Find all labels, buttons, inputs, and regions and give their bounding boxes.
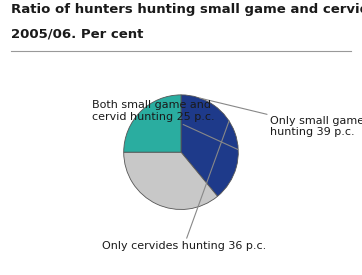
Wedge shape bbox=[124, 152, 218, 210]
Text: Both small game and
cervid hunting 25 p.c.: Both small game and cervid hunting 25 p.… bbox=[92, 100, 238, 150]
Text: 2005/06. Per cent: 2005/06. Per cent bbox=[11, 28, 143, 40]
Text: Only cervides hunting 36 p.c.: Only cervides hunting 36 p.c. bbox=[102, 121, 266, 251]
Text: Only small game
hunting 39 p.c.: Only small game hunting 39 p.c. bbox=[200, 98, 362, 137]
Wedge shape bbox=[124, 95, 181, 152]
Wedge shape bbox=[181, 95, 238, 196]
Text: Ratio of hunters hunting small game and cervides.: Ratio of hunters hunting small game and … bbox=[11, 3, 362, 16]
